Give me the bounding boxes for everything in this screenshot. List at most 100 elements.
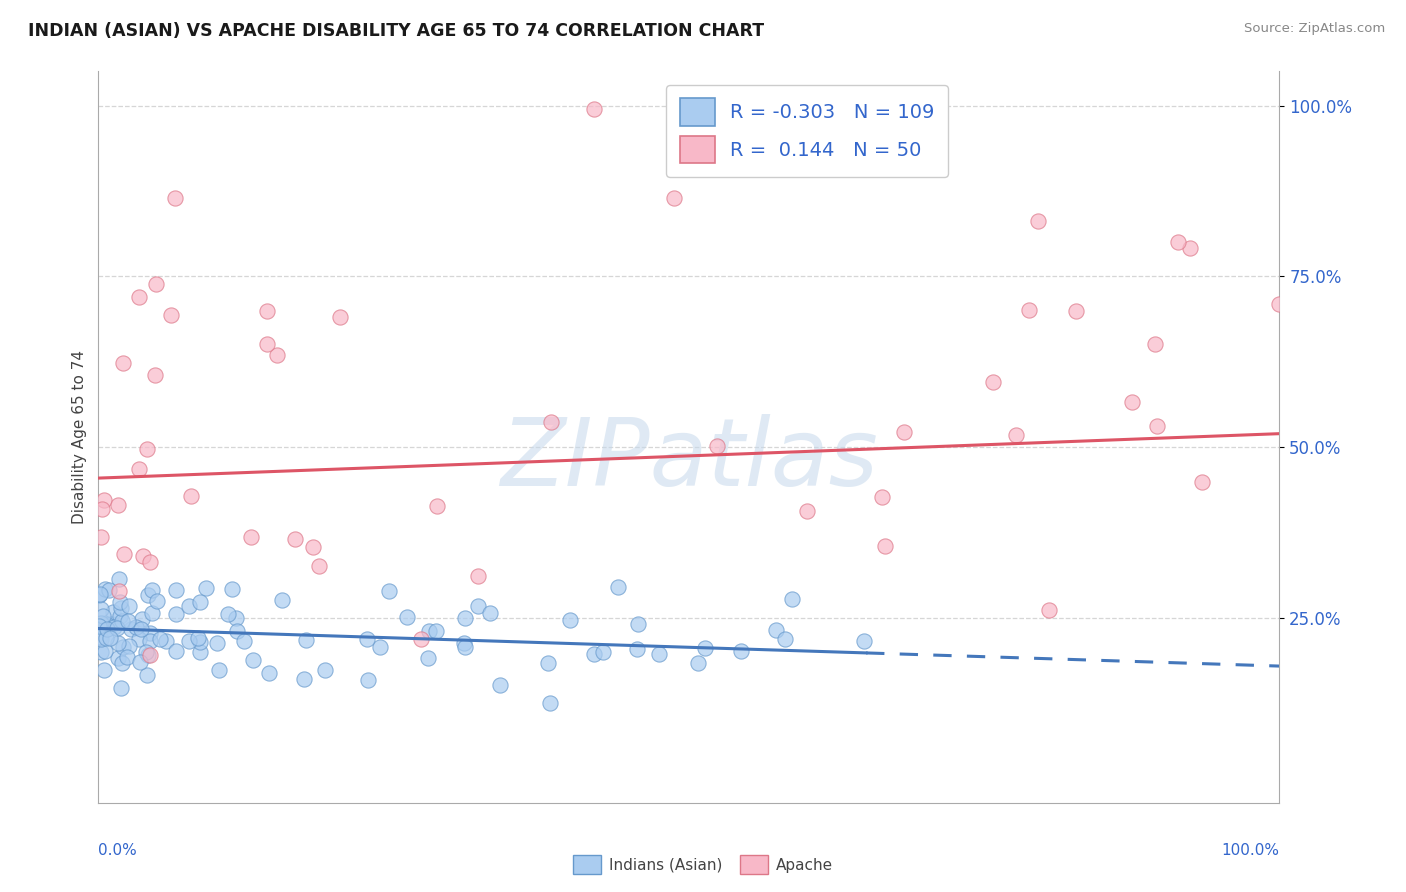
Point <box>112 547 135 561</box>
Point <box>242 653 264 667</box>
Point <box>411 632 433 647</box>
Point <box>1191 475 1213 490</box>
Point <box>98 631 121 645</box>
Point <box>107 498 129 512</box>
Point <box>328 310 350 325</box>
Point <box>357 673 380 687</box>
Point <box>454 640 477 654</box>
Point <box>136 668 159 682</box>
Point <box>706 439 728 453</box>
Point <box>780 592 803 607</box>
Point <box>93 492 115 507</box>
Point <box>302 540 325 554</box>
Point <box>1121 394 1143 409</box>
Point <box>467 568 489 582</box>
Point <box>132 549 155 563</box>
Point <box>425 624 447 638</box>
Point <box>117 649 139 664</box>
Point <box>225 610 247 624</box>
Point <box>139 555 162 569</box>
Point <box>418 624 440 638</box>
Point <box>538 696 561 710</box>
Point <box>90 645 112 659</box>
Point <box>377 583 399 598</box>
Point <box>270 593 292 607</box>
Point <box>90 632 112 647</box>
Point <box>141 582 163 597</box>
Point <box>773 632 796 646</box>
Point <box>1005 427 1028 442</box>
Point <box>90 601 112 615</box>
Point <box>135 442 157 457</box>
Point <box>139 634 162 648</box>
Point <box>94 582 117 597</box>
Point <box>141 606 163 620</box>
Point <box>135 645 157 659</box>
Point <box>96 622 118 636</box>
Point <box>110 601 132 615</box>
Point <box>112 640 135 654</box>
Point <box>131 622 153 636</box>
Point <box>128 632 150 646</box>
Point <box>1143 337 1166 351</box>
Point <box>606 580 628 594</box>
Point <box>139 648 162 662</box>
Point <box>765 624 787 638</box>
Point <box>356 632 378 646</box>
Point <box>558 613 581 627</box>
Point <box>111 656 134 670</box>
Point <box>107 651 129 665</box>
Point <box>188 645 211 659</box>
Point <box>870 490 893 504</box>
Point <box>94 616 117 631</box>
Point <box>395 609 418 624</box>
Point <box>583 102 606 116</box>
Point <box>453 610 475 624</box>
Point <box>136 648 159 662</box>
Point <box>160 308 183 322</box>
Point <box>166 643 188 657</box>
Point <box>478 606 501 620</box>
Point <box>139 625 162 640</box>
Text: 100.0%: 100.0% <box>1222 843 1279 858</box>
Point <box>90 530 112 544</box>
Point <box>256 304 278 318</box>
Point <box>165 191 187 205</box>
Point <box>1026 214 1049 228</box>
Point <box>626 617 648 632</box>
Point <box>120 622 142 636</box>
Point <box>110 681 132 695</box>
Point <box>1038 603 1060 617</box>
Point <box>233 634 256 648</box>
Point <box>648 647 671 661</box>
Point <box>145 594 167 608</box>
Legend: Indians (Asian), Apache: Indians (Asian), Apache <box>568 849 838 880</box>
Point <box>208 663 231 677</box>
Point <box>893 425 915 439</box>
Point <box>489 678 512 692</box>
Point <box>693 640 716 655</box>
Point <box>221 582 243 596</box>
Point <box>117 615 139 629</box>
Point <box>453 636 475 650</box>
Point <box>149 632 172 647</box>
Point <box>96 631 118 645</box>
Point <box>1018 302 1040 317</box>
Point <box>105 621 128 635</box>
Point <box>90 615 112 630</box>
Point <box>103 605 125 619</box>
Point <box>796 504 818 518</box>
Point <box>314 663 336 677</box>
Point <box>108 584 131 599</box>
Point <box>131 612 153 626</box>
Point <box>592 645 614 659</box>
Point <box>180 489 202 503</box>
Point <box>143 368 166 382</box>
Point <box>145 277 167 291</box>
Point <box>1066 304 1088 318</box>
Point <box>118 639 141 653</box>
Point <box>217 607 239 621</box>
Point <box>266 348 288 362</box>
Point <box>89 587 111 601</box>
Point <box>537 657 560 671</box>
